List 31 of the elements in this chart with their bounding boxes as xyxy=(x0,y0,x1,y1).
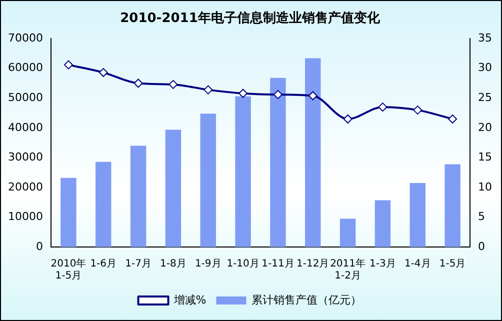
x-tick-label: 1-6月 xyxy=(90,258,117,270)
x-tick-label: 1-4月 xyxy=(404,258,431,270)
chart-title: 2010-2011年电子信息制造业销售产值变化 xyxy=(120,10,381,26)
y-tick-label: 50000 xyxy=(8,91,43,104)
y2-tick-label: 35 xyxy=(478,31,492,44)
y-tick-label: 20000 xyxy=(8,180,43,194)
y-tick-label: 0 xyxy=(36,240,43,253)
y-tick-label: 40000 xyxy=(8,120,43,134)
y2-tick-label: 25 xyxy=(478,91,492,104)
x-tick-label: 2010年 1-5月 xyxy=(50,258,86,282)
y2-tick-label: 20 xyxy=(478,120,492,134)
y2-tick-label: 5 xyxy=(478,210,486,224)
y2-tick-label: 10 xyxy=(478,180,492,194)
x-tick-label: 1-8月 xyxy=(160,258,186,270)
x-tick-label: 1-7月 xyxy=(125,258,152,270)
x-tick-label: 1-9月 xyxy=(194,258,222,270)
x-tick-label: 2011年 1-2月 xyxy=(330,258,366,282)
x-tick-label: 1-10月 xyxy=(226,258,260,270)
y-tick-label: 30000 xyxy=(8,150,43,164)
legend-label: 累计销售产值（亿元） xyxy=(252,293,362,306)
y2-tick-label: 15 xyxy=(478,150,492,164)
y-tick-label: 10000 xyxy=(8,210,43,224)
x-tick-label: 1-11月 xyxy=(262,258,294,270)
x-tick-label: 1-3月 xyxy=(370,258,396,270)
legend-label: 增减% xyxy=(172,293,206,306)
y-tick-label: 60000 xyxy=(8,61,43,74)
y-tick-label: 70000 xyxy=(8,31,43,44)
y2-tick-label: 30 xyxy=(478,61,492,74)
x-tick-label: 1-12月 xyxy=(296,258,330,270)
x-tick-label: 1-5月 xyxy=(439,258,466,270)
y2-tick-label: 0 xyxy=(478,240,486,253)
